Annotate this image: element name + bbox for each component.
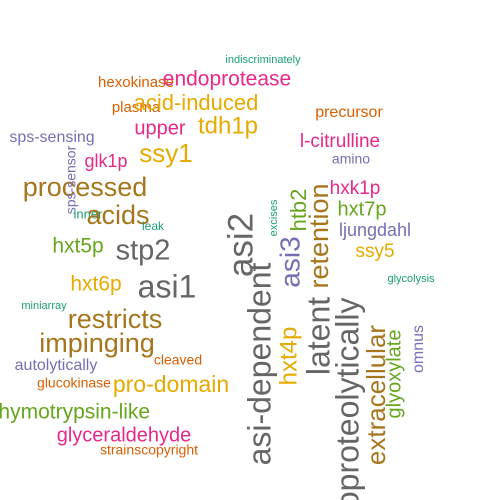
word: glyceraldehyde — [57, 424, 192, 446]
word: sps-sensing — [9, 129, 94, 146]
word: extracellular — [361, 325, 391, 466]
word: hxk1p — [330, 178, 381, 199]
word: asi-dependent — [241, 262, 277, 465]
word: impinging — [39, 328, 155, 358]
word: asi3 — [274, 236, 305, 287]
word: sps-sensor — [63, 145, 79, 214]
word: restricts — [68, 304, 163, 334]
word: glyoxylate — [383, 330, 405, 419]
word: asi1 — [138, 268, 197, 304]
word: ssy1 — [139, 138, 192, 168]
word: plasma — [112, 99, 161, 116]
word: asi2 — [221, 213, 260, 277]
word: processed — [23, 172, 148, 202]
word: amino — [332, 151, 370, 167]
word: l-citrulline — [300, 131, 380, 152]
word: autolytically — [15, 357, 98, 374]
word: precursor — [315, 104, 383, 121]
word: endoproteolytically — [329, 297, 365, 500]
word: hxt4p — [275, 327, 302, 386]
word: hxt5p — [52, 235, 103, 258]
word: glycolysis — [387, 273, 435, 285]
word: htb2 — [286, 189, 311, 232]
word: acid-induced — [134, 90, 259, 115]
word: hexokinase — [98, 74, 174, 91]
word: omnus — [410, 325, 427, 373]
word: pro-domain — [113, 371, 229, 397]
word: miniarray — [21, 300, 67, 312]
word: upper — [134, 117, 185, 139]
word: hxt7p — [338, 198, 387, 220]
word: strainscopyright — [100, 442, 198, 458]
word: indiscriminately — [225, 54, 301, 66]
word: inner — [74, 206, 104, 221]
word: acids — [86, 200, 149, 230]
word: glucokinase — [37, 375, 111, 391]
word: latent — [300, 297, 336, 375]
word: ljungdahl — [339, 220, 411, 240]
word: tdh1p — [198, 112, 258, 139]
word: hxt6p — [70, 273, 121, 296]
word: excises — [268, 199, 280, 236]
word: leak — [142, 219, 165, 233]
word: chymotrypsin-like — [0, 401, 150, 424]
word: ssy5 — [355, 241, 394, 262]
word: stp2 — [116, 235, 171, 267]
word: endoprotease — [163, 68, 291, 91]
word: cleaved — [154, 352, 202, 368]
word: glk1p — [84, 151, 127, 171]
word: retention — [304, 183, 334, 288]
